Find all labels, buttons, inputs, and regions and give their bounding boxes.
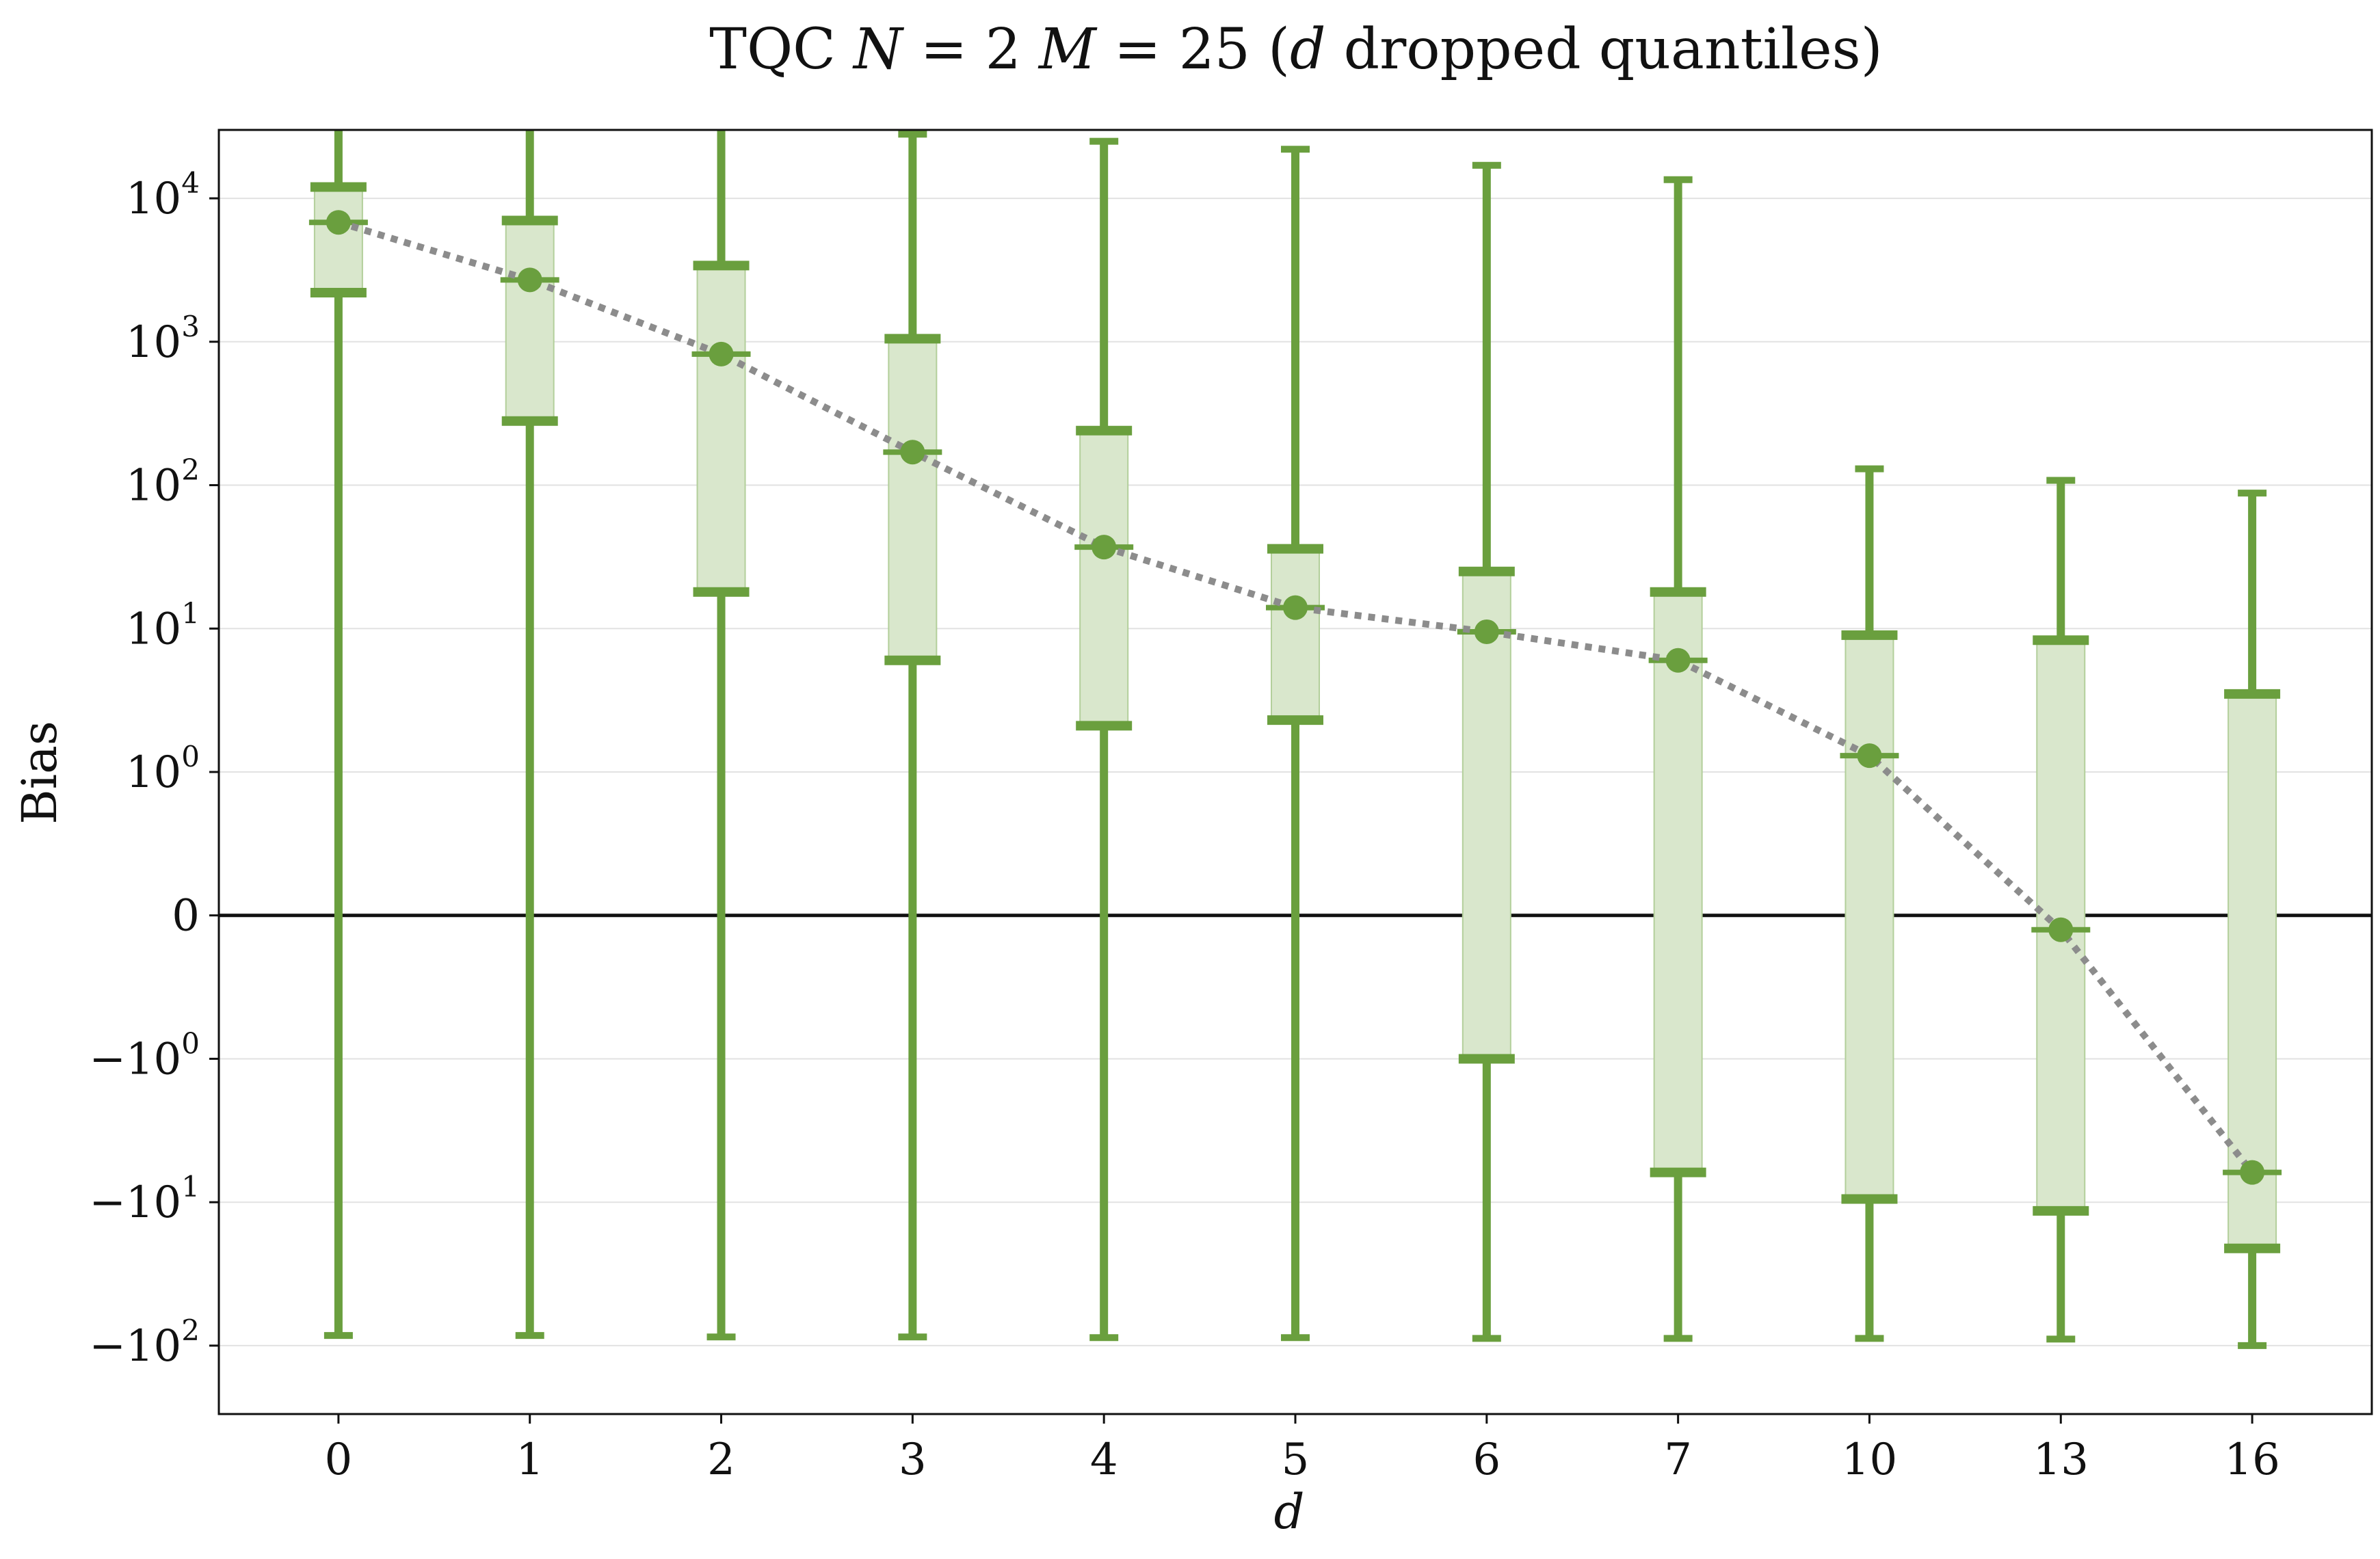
y-tick-base: −10 <box>89 1321 181 1372</box>
title-n: N <box>852 17 905 82</box>
x-tick-label: 6 <box>1472 1435 1500 1485</box>
x-tick-label: 2 <box>707 1435 735 1485</box>
y-tick-exponent: 3 <box>181 310 200 343</box>
y-tick-exponent: 1 <box>181 596 200 630</box>
title-prefix: TQC <box>709 17 854 82</box>
x-tick-label: 1 <box>516 1435 544 1485</box>
title-eq2: = 25 ( <box>1096 17 1290 82</box>
y-tick-label: 102 <box>126 453 200 511</box>
iqr-box <box>1462 570 1511 1060</box>
y-tick-exponent: 1 <box>181 1170 200 1203</box>
mean-point <box>2048 917 2074 942</box>
mean-point <box>1283 595 1308 620</box>
title-eq1: = 2 <box>903 17 1039 82</box>
y-tick-base: 10 <box>126 461 181 511</box>
mean-point <box>1665 648 1691 673</box>
iqr-box <box>313 186 363 293</box>
y-tick-exponent: 4 <box>181 166 200 200</box>
x-tick-label: 3 <box>899 1435 927 1485</box>
x-tick-label: 10 <box>1842 1435 1897 1485</box>
y-tick-exponent: 2 <box>181 1314 200 1347</box>
y-axis-label: Bias <box>12 721 68 824</box>
y-tick-label: −102 <box>89 1314 200 1372</box>
y-tick-label: 100 <box>126 740 200 798</box>
x-tick-label: 0 <box>325 1435 353 1485</box>
title-d: d <box>1290 17 1326 82</box>
y-tick-label: 104 <box>126 166 200 224</box>
iqr-box <box>888 338 938 661</box>
chart-title: TQC N = 2 M = 25 (d dropped quantiles) <box>709 17 1882 82</box>
mean-trend <box>326 210 2265 1185</box>
mean-point <box>1474 619 1499 644</box>
title-suffix: dropped quantiles) <box>1326 17 1883 82</box>
mean-point <box>1092 535 1117 560</box>
y-tick-exponent: 0 <box>181 1026 200 1060</box>
x-tick-label: 4 <box>1090 1435 1118 1485</box>
mean-point <box>326 210 351 235</box>
mean-point <box>900 440 925 465</box>
y-tick-label: −100 <box>89 1026 200 1084</box>
iqr-box <box>1653 591 1703 1173</box>
y-tick-base: 10 <box>126 604 181 654</box>
mean-point <box>2240 1160 2265 1185</box>
iqr-box <box>1271 548 1320 721</box>
y-tick-exponent: 2 <box>181 453 200 487</box>
y-tick-base: −10 <box>89 1034 181 1084</box>
y-tick-base: 10 <box>126 174 181 224</box>
boxes <box>313 186 2277 1249</box>
iqr-box <box>505 219 555 422</box>
x-tick-label: 5 <box>1282 1435 1310 1485</box>
x-tick-label: 16 <box>2224 1435 2279 1485</box>
mean-point <box>1857 743 1882 769</box>
y-tick-base: 10 <box>126 317 181 368</box>
y-tick-label: −101 <box>89 1170 200 1228</box>
iqr-box <box>696 265 746 593</box>
y-tick-base: 10 <box>126 747 181 798</box>
y-tick-label: 0 <box>172 891 200 942</box>
mean-point <box>517 267 542 293</box>
y-tick-base: 0 <box>172 891 200 942</box>
x-axis-label: d <box>1274 1484 1305 1540</box>
y-tick-base: −10 <box>89 1177 181 1228</box>
x-tick-labels: 0 1 2 3 4 5 6 7 10 13 16 <box>325 1435 2280 1485</box>
y-tick-exponent: 0 <box>181 740 200 773</box>
x-tick-label: 7 <box>1664 1435 1692 1485</box>
title-m: M <box>1037 17 1098 82</box>
axes <box>209 129 2373 1424</box>
x-tick-label: 13 <box>2033 1435 2089 1485</box>
y-tick-label: 103 <box>126 310 200 368</box>
iqr-box <box>1079 429 1129 727</box>
whiskers <box>308 130 2282 1349</box>
mean-point <box>709 341 734 367</box>
iqr-box <box>1844 634 1894 1200</box>
y-tick-label: 101 <box>126 596 200 654</box>
